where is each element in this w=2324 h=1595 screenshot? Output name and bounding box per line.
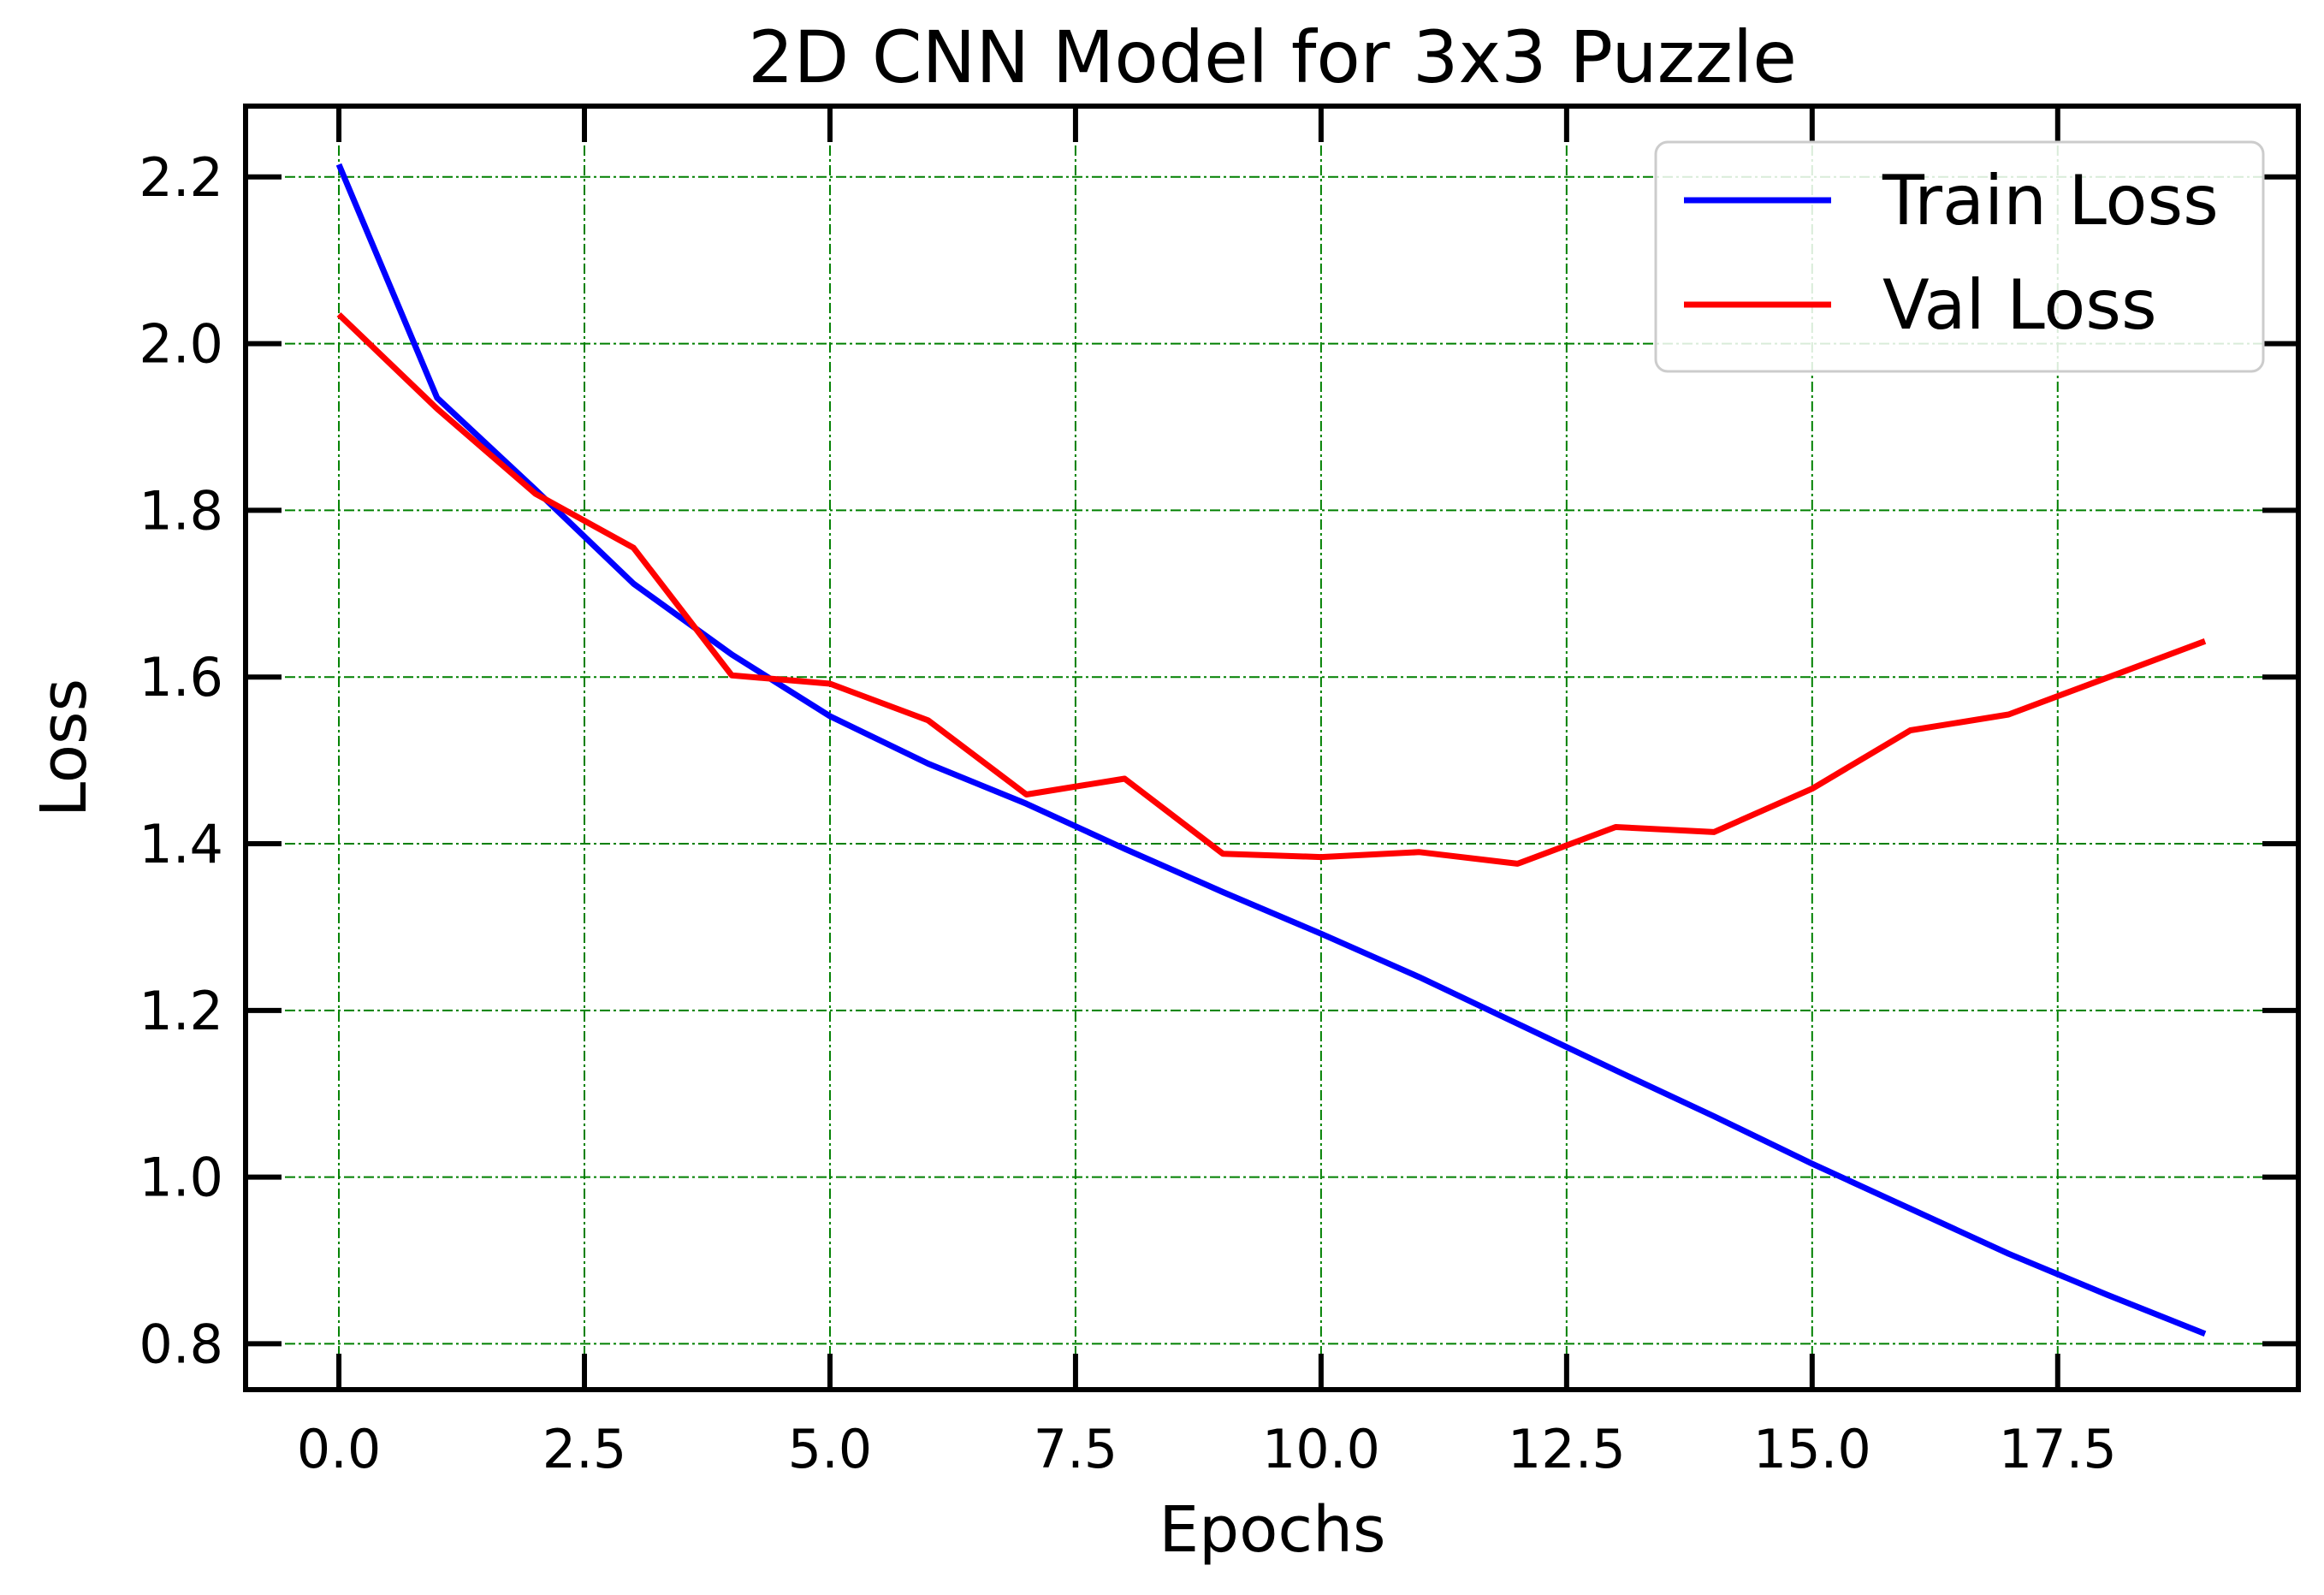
x-tick-label: 17.5 — [1999, 1418, 2117, 1480]
y-tick-label: 1.0 — [139, 1147, 223, 1209]
chart-title: 2D CNN Model for 3x3 Puzzle — [748, 15, 1797, 99]
legend-entries: Train Loss Val Loss — [1684, 161, 2219, 345]
y-tick-label: 0.8 — [139, 1313, 223, 1375]
y-tick-label: 2.2 — [139, 146, 223, 209]
y-tick-label: 1.6 — [139, 646, 223, 709]
x-axis-label: Epochs — [1159, 1493, 1385, 1567]
plot-frame — [243, 104, 2301, 1392]
y-tick-labels: 0.8 1.0 1.2 1.4 1.6 1.8 2.0 2.2 — [139, 146, 223, 1376]
y-tick-label: 1.4 — [139, 813, 223, 875]
series-line-val-loss — [336, 311, 2207, 867]
x-tick-label: 12.5 — [1508, 1418, 1626, 1480]
x-tick-label: 15.0 — [1753, 1418, 1871, 1480]
x-tick-labels: 0.0 2.5 5.0 7.5 10.0 12.5 15.0 17.5 — [297, 1418, 2117, 1480]
x-tick-label: 7.5 — [1034, 1418, 1118, 1480]
x-tick-label: 2.5 — [542, 1418, 627, 1480]
axis-ticks — [246, 106, 2298, 1390]
legend-label: Val Loss — [1882, 265, 2157, 345]
legend: Train Loss Val Loss — [1654, 140, 2265, 373]
x-tick-label: 5.0 — [788, 1418, 873, 1480]
series-line-train-loss — [335, 163, 2207, 1337]
data-series — [335, 163, 2207, 1337]
y-tick-label: 1.8 — [139, 479, 223, 542]
grid-lines — [246, 106, 2298, 1390]
x-tick-label: 10.0 — [1262, 1418, 1380, 1480]
y-axis-label: Loss — [27, 679, 101, 817]
y-tick-label: 2.0 — [139, 313, 223, 376]
legend-label: Train Loss — [1882, 161, 2219, 240]
y-tick-label: 1.2 — [139, 980, 223, 1042]
x-tick-label: 0.0 — [297, 1418, 382, 1480]
